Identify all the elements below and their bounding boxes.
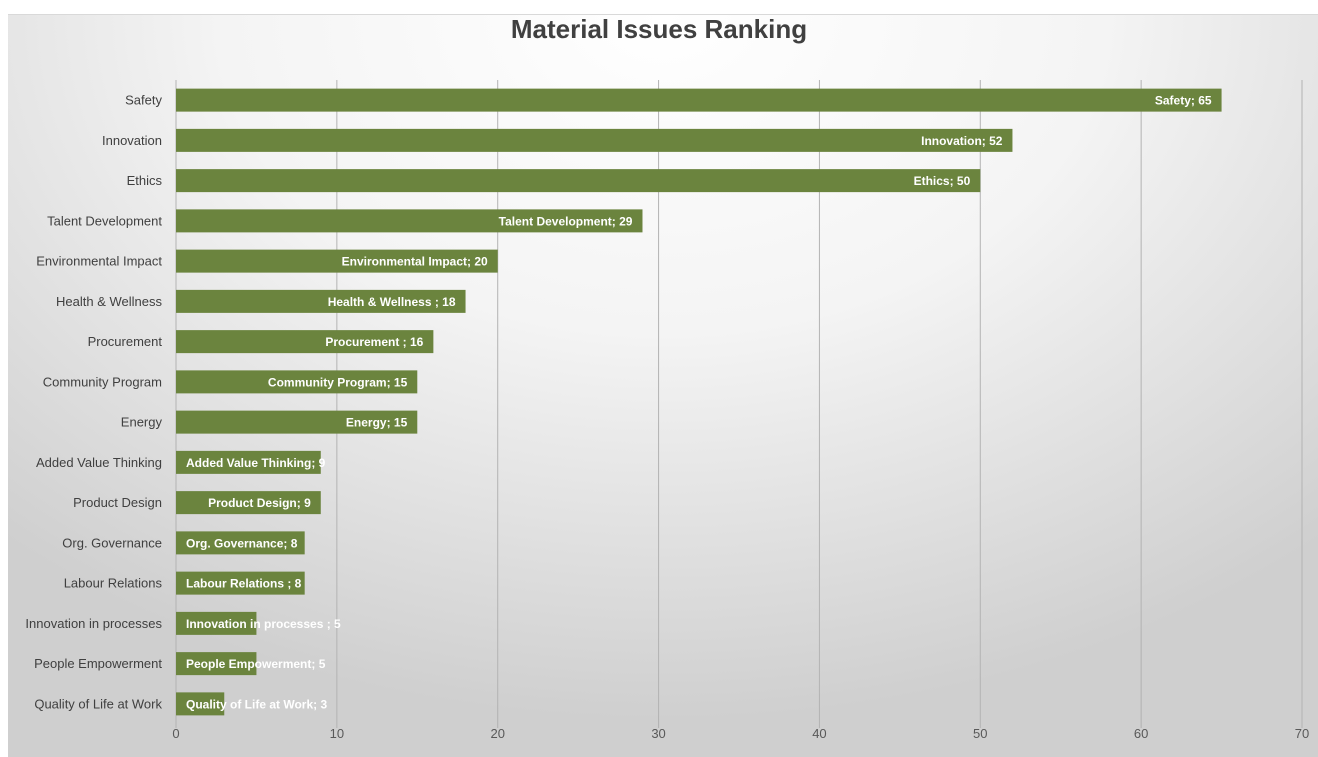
data-label: Ethics; 50 bbox=[914, 174, 971, 188]
category-label: Org. Governance bbox=[62, 535, 162, 550]
bar bbox=[176, 330, 434, 354]
x-tick-label: 10 bbox=[330, 726, 344, 741]
category-label: Labour Relations bbox=[64, 576, 163, 591]
data-label: Innovation; 52 bbox=[921, 134, 1003, 148]
bar bbox=[176, 289, 466, 313]
x-tick-label: 50 bbox=[973, 726, 987, 741]
data-label: Environmental Impact; 20 bbox=[342, 255, 488, 269]
data-labels: Safety; 65 Innovation; 52 Ethics; 50 Talent… bbox=[186, 94, 1212, 712]
category-label: Health & Wellness bbox=[56, 294, 162, 309]
bar bbox=[176, 370, 418, 394]
bar bbox=[176, 209, 643, 233]
bar bbox=[176, 652, 257, 676]
data-label: Org. Governance; 8 bbox=[186, 536, 298, 550]
data-label: Safety; 65 bbox=[1155, 94, 1212, 108]
category-label: Environmental Impact bbox=[36, 254, 162, 269]
bar bbox=[176, 571, 305, 595]
category-label: Safety bbox=[125, 93, 162, 108]
bar bbox=[176, 450, 321, 474]
category-label: Quality of Life at Work bbox=[34, 696, 162, 711]
data-label: Energy; 15 bbox=[346, 416, 408, 430]
x-tick-label: 20 bbox=[490, 726, 504, 741]
x-tick-label: 30 bbox=[651, 726, 665, 741]
category-label: Added Value Thinking bbox=[36, 455, 162, 470]
bar bbox=[176, 410, 418, 434]
data-label: Health & Wellness ; 18 bbox=[328, 295, 456, 309]
data-label: Talent Development; 29 bbox=[499, 214, 633, 228]
category-labels: Safety Innovation Ethics Talent Development… bbox=[25, 93, 162, 712]
category-label: Ethics bbox=[127, 173, 163, 188]
bar bbox=[176, 169, 981, 193]
data-label: Procurement ; 16 bbox=[325, 335, 423, 349]
bar bbox=[176, 692, 225, 716]
x-tick-label: 40 bbox=[812, 726, 826, 741]
bars bbox=[176, 88, 1222, 716]
data-label: Quality of Life at Work; 3 bbox=[186, 697, 327, 711]
category-label: Community Program bbox=[43, 374, 162, 389]
bar bbox=[176, 611, 257, 635]
data-label: Product Design; 9 bbox=[208, 496, 311, 510]
category-label: Energy bbox=[121, 415, 163, 430]
category-label: Talent Development bbox=[47, 213, 162, 228]
bar bbox=[176, 531, 305, 555]
category-label: Innovation bbox=[102, 133, 162, 148]
bar bbox=[176, 88, 1222, 112]
category-label: Product Design bbox=[73, 495, 162, 510]
x-axis-tick-labels: 0 10 20 30 40 50 60 70 bbox=[172, 726, 1309, 741]
category-label: Procurement bbox=[88, 334, 163, 349]
x-tick-label: 0 bbox=[172, 726, 179, 741]
category-label: Innovation in processes bbox=[25, 616, 162, 631]
data-label: Labour Relations ; 8 bbox=[186, 577, 302, 591]
x-tick-label: 70 bbox=[1295, 726, 1309, 741]
data-label: Community Program; 15 bbox=[268, 375, 408, 389]
data-label: Added Value Thinking; 9 bbox=[186, 456, 326, 470]
bar bbox=[176, 249, 498, 273]
bar bbox=[176, 128, 1013, 152]
category-label: People Empowerment bbox=[34, 656, 162, 671]
bar bbox=[176, 491, 321, 515]
chart-title: Material Issues Ranking bbox=[510, 14, 808, 44]
data-label: People Empowerment; 5 bbox=[186, 657, 326, 671]
x-tick-label: 60 bbox=[1134, 726, 1148, 741]
data-label: Innovation in processes ; 5 bbox=[186, 617, 341, 631]
